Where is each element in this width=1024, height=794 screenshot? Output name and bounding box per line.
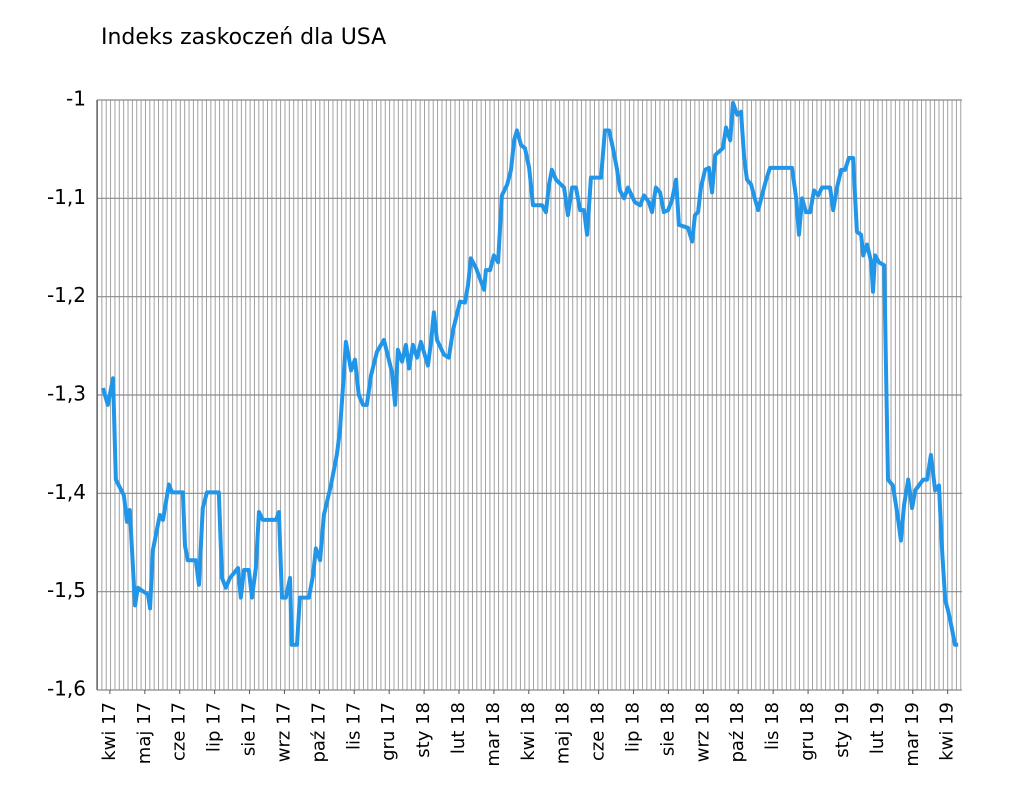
x-tick-label: paź 18	[727, 702, 748, 763]
x-tick-label: lip 17	[204, 702, 225, 752]
y-tick-label: -1,5	[47, 578, 86, 602]
y-tick-label: -1,3	[47, 382, 86, 406]
x-tick-label: cze 17	[169, 702, 190, 761]
x-tick-label: lut 19	[867, 702, 888, 754]
chart-title: Indeks zaskoczeń dla USA	[101, 25, 386, 50]
y-tick-label: -1,2	[47, 283, 86, 307]
data-line	[101, 100, 959, 647]
x-tick-label: lip 18	[623, 702, 644, 752]
x-tick-label: maj 17	[134, 702, 155, 764]
x-tick-label: maj 18	[553, 702, 574, 764]
x-tick-label: kwi 19	[937, 702, 958, 761]
x-tick-label: mar 19	[902, 702, 923, 767]
x-tick-label: sie 17	[239, 702, 260, 756]
x-tick-label: lis 17	[343, 702, 364, 750]
x-tick-label: gru 17	[378, 702, 399, 761]
x-tick-label: lut 18	[448, 702, 469, 754]
x-tick-label: sty 18	[413, 702, 434, 758]
y-tick-label: -1,6	[47, 677, 86, 701]
x-tick-label: sie 18	[657, 702, 678, 756]
x-tick-label: sty 19	[832, 702, 853, 758]
x-tick-label: wrz 18	[692, 702, 713, 762]
x-tick-label: lis 18	[762, 702, 783, 750]
y-tick-label: -1,4	[47, 480, 86, 504]
x-tick-label: wrz 17	[273, 702, 294, 762]
x-tick-label: paź 17	[308, 702, 329, 763]
x-tick-label: kwi 17	[99, 702, 120, 761]
y-tick-label: -1	[66, 87, 86, 111]
x-tick-label: mar 18	[483, 702, 504, 767]
x-tick-label: cze 18	[588, 702, 609, 761]
x-tick-label: gru 18	[797, 702, 818, 761]
x-tick-label: kwi 18	[518, 702, 539, 761]
y-tick-label: -1,1	[47, 185, 86, 209]
